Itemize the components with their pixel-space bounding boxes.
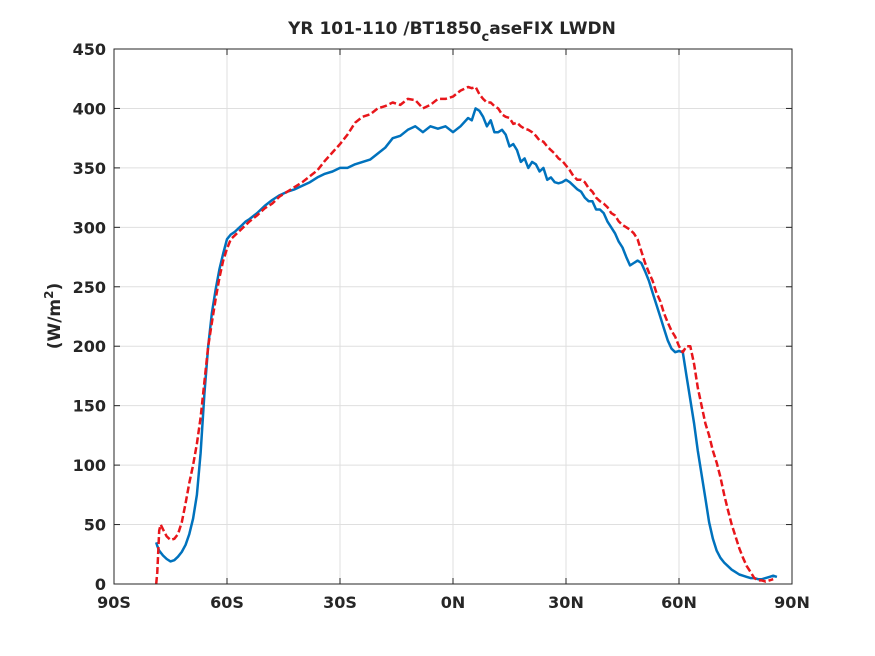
series-line-1 xyxy=(155,107,778,581)
x-tick-label: 30S xyxy=(323,593,357,612)
ylabel-superscript: 2 xyxy=(42,290,56,298)
y-tick-label: 250 xyxy=(73,278,106,297)
y-tick-label: 0 xyxy=(95,575,106,594)
x-tick-label: 90S xyxy=(97,593,131,612)
tick-layer: 90S 60S 30S 0N 30N 60N 90N 0 50 100 150 200 250 300 35… xyxy=(73,40,810,612)
title-subscript: c xyxy=(481,30,489,45)
y-tick-label: 50 xyxy=(84,516,106,535)
y-tick-label: 400 xyxy=(73,99,106,118)
y-axis-label: (W/m2) xyxy=(42,283,65,350)
y-tick-label: 350 xyxy=(73,159,106,178)
series-layer xyxy=(154,85,778,585)
y-tick-label: 100 xyxy=(73,456,106,475)
series-line-2 xyxy=(154,85,774,585)
title-main: YR 101-110 /BT1850 xyxy=(287,19,482,39)
y-tick-label: 450 xyxy=(73,40,106,59)
grid-layer xyxy=(113,48,793,585)
x-tick-label: 90N xyxy=(774,593,810,612)
y-tick-label: 150 xyxy=(73,397,106,416)
y-tick-label: 200 xyxy=(73,337,106,356)
y-tick-label: 300 xyxy=(73,218,106,237)
x-tick-label: 0N xyxy=(441,593,466,612)
title-rest: aseFIX LWDN xyxy=(489,19,616,39)
x-tick-label: 60N xyxy=(661,593,697,612)
chart-title: YR 101-110 /BT1850caseFIX LWDN xyxy=(287,19,616,45)
ylabel-suffix: ) xyxy=(45,283,65,291)
ylabel-prefix: (W/m xyxy=(45,299,65,349)
x-tick-label: 30N xyxy=(548,593,584,612)
x-tick-label: 60S xyxy=(210,593,244,612)
